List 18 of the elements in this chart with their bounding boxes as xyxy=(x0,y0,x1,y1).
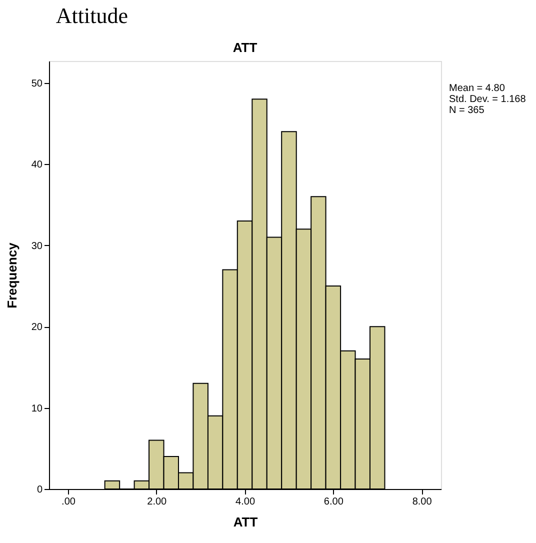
chart-subtitle: ATT xyxy=(232,40,258,55)
y-tick-label: 30 xyxy=(31,240,43,252)
y-tick-label: 50 xyxy=(31,78,43,90)
x-tick-label: 2.00 xyxy=(147,496,168,508)
x-tick-label: .00 xyxy=(62,496,76,508)
text: Std. Dev. = 1.168 xyxy=(449,94,526,105)
x-tick-label: 6.00 xyxy=(324,496,344,508)
text: N = 365 xyxy=(449,105,485,116)
y-tick-label: 0 xyxy=(36,484,43,496)
y-tick-label: 40 xyxy=(31,160,43,171)
chart-title: Attitude xyxy=(56,3,128,28)
x-tick-label: 4.00 xyxy=(236,496,256,508)
x-axis-title: ATT xyxy=(233,514,258,530)
text: Mean = 4.80 xyxy=(449,83,506,94)
y-tick-label: 20 xyxy=(31,322,43,334)
x-tick-label: 8.00 xyxy=(412,496,432,508)
y-axis-title: Frequency xyxy=(4,242,20,308)
y-tick-label: 10 xyxy=(31,403,43,414)
